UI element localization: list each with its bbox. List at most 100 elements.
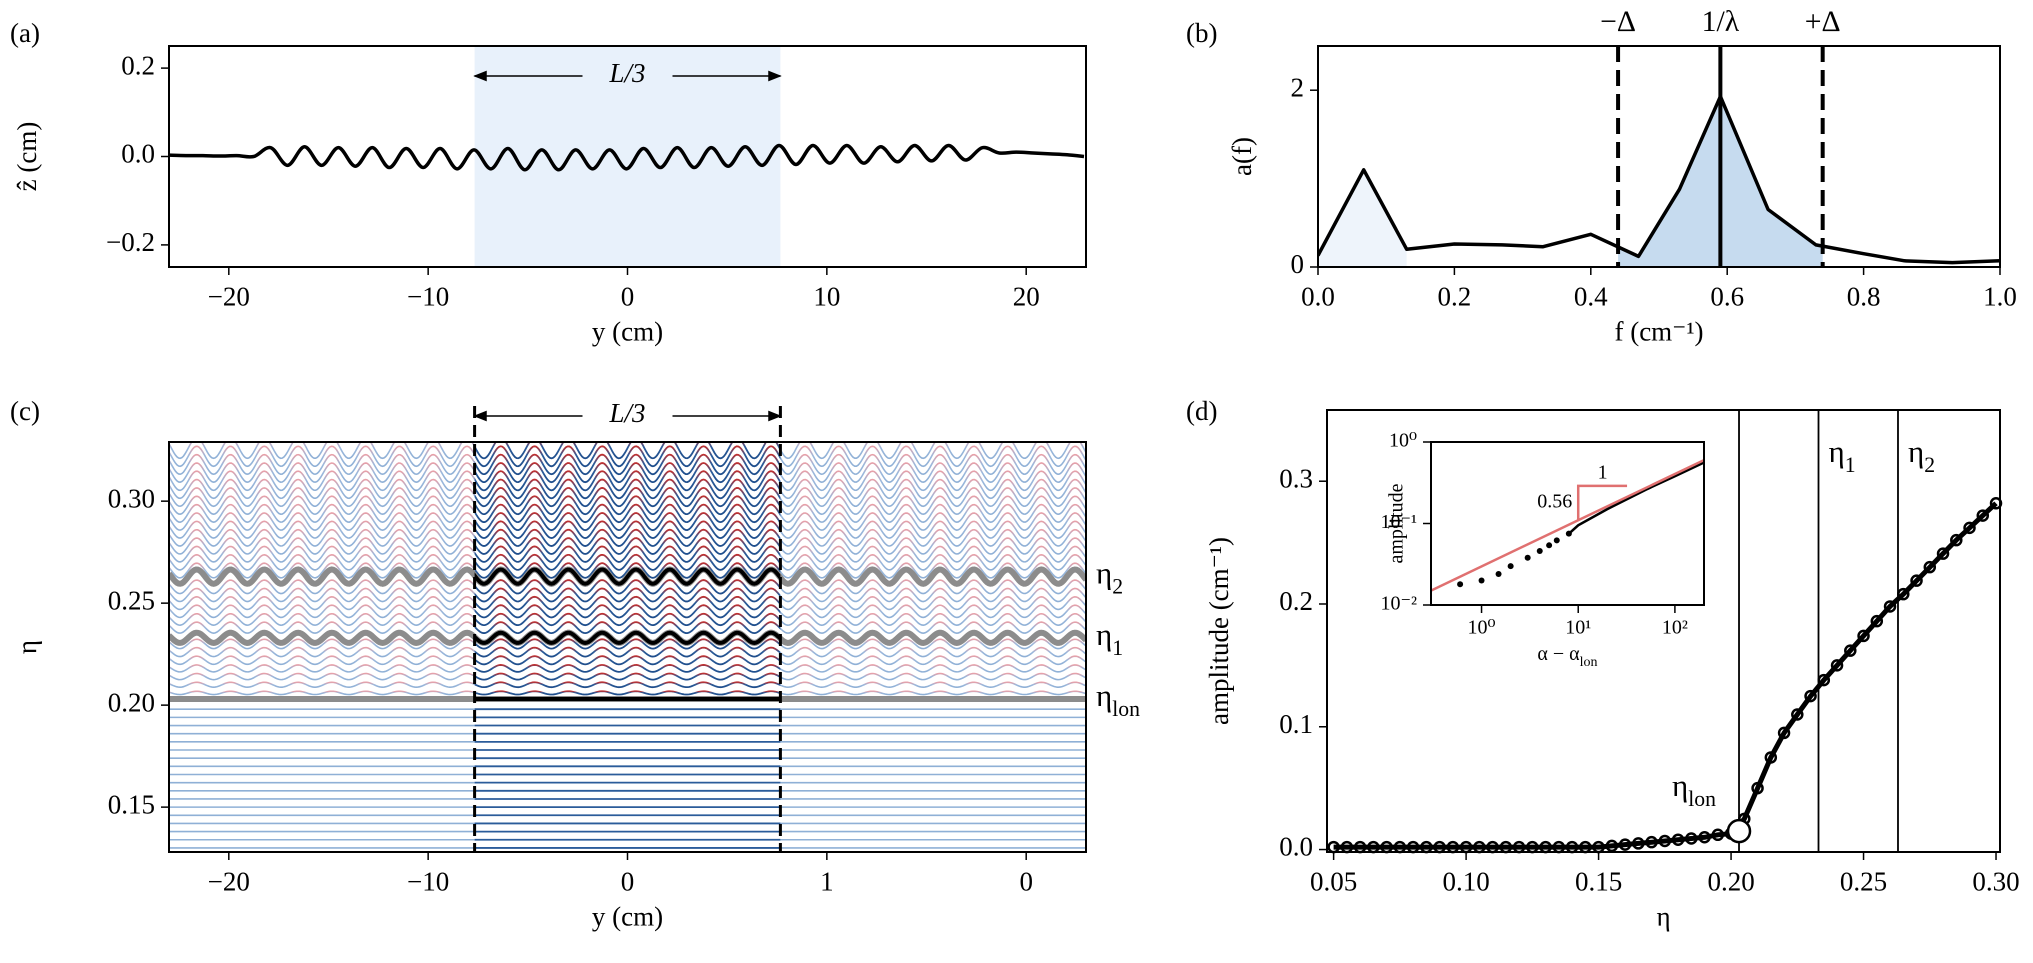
y-tick-label: 0.2 xyxy=(1279,586,1313,616)
data-point xyxy=(1524,554,1531,561)
wave-inside xyxy=(474,545,781,563)
data-point xyxy=(1870,614,1884,628)
y-tick-label: 0.0 xyxy=(1279,832,1313,862)
data-line xyxy=(1318,94,2000,265)
x-tick-label: 10¹ xyxy=(1565,617,1591,639)
highlight-black xyxy=(474,567,781,586)
data-point xyxy=(1976,509,1990,522)
data-point xyxy=(1546,542,1553,549)
wave-inside xyxy=(474,638,781,650)
data-point xyxy=(1478,577,1485,584)
onset-marker xyxy=(1726,818,1752,844)
data-point xyxy=(1507,563,1514,570)
y-axis-label: η xyxy=(12,640,42,654)
x-tick-label: 1.0 xyxy=(1983,282,2017,312)
x-tick-label: 0.15 xyxy=(1575,867,1622,897)
x-tick-label: 0.20 xyxy=(1707,867,1754,897)
wave-inside xyxy=(474,478,781,500)
wave-inside xyxy=(474,553,781,571)
data-point xyxy=(1897,587,1910,601)
y-tick-label: 0.30 xyxy=(108,483,155,513)
x-tick-label: 0.8 xyxy=(1847,282,1881,312)
data-point xyxy=(1817,673,1831,687)
data-point xyxy=(1950,533,1963,547)
data-point xyxy=(1989,497,2003,510)
y-tick-label: 10⁻¹ xyxy=(1380,511,1417,533)
highlight-label-sub: 2 xyxy=(1112,575,1123,599)
highlight-label-base: η xyxy=(1096,617,1112,652)
wave-inside xyxy=(474,664,781,673)
data-point xyxy=(1936,547,1950,560)
x-tick-label: 0.30 xyxy=(1972,867,2019,897)
wave-inside xyxy=(474,503,781,524)
vline-label-sub: 2 xyxy=(1924,453,1935,477)
x-tick-label: 0 xyxy=(621,282,635,312)
x-axis-label: α − αlon xyxy=(1537,643,1597,670)
wave-inside xyxy=(474,470,781,492)
x-tick-label: 0.6 xyxy=(1710,282,1744,312)
data-point xyxy=(1495,571,1502,578)
wave-inside xyxy=(474,621,781,635)
data-point xyxy=(1857,629,1870,643)
highlight-label: η2 xyxy=(1096,556,1123,599)
x-axis-label: y (cm) xyxy=(592,317,663,347)
wave-inside xyxy=(474,512,781,532)
highlight-label-sub: lon xyxy=(1112,697,1140,721)
span-label: L/3 xyxy=(608,58,645,88)
wave-inside xyxy=(474,520,781,539)
x-tick-label: 0.2 xyxy=(1438,282,1472,312)
slope-triangle xyxy=(1576,484,1628,521)
y-tick-label: 0.2 xyxy=(121,50,155,80)
vline-label: +Δ xyxy=(1805,6,1841,38)
y-tick-label: −0.2 xyxy=(106,227,155,257)
x-tick-label: −10 xyxy=(407,282,449,312)
slope-run-label: 1 xyxy=(1598,461,1608,483)
x-tick-label: 10 xyxy=(813,282,840,312)
data-point xyxy=(1923,560,1937,574)
x-tick-label: 10⁰ xyxy=(1468,617,1496,639)
x-axis-label: η xyxy=(1656,902,1670,932)
y-axis-label: amplitude (cm⁻¹) xyxy=(1204,537,1234,725)
wave-inside xyxy=(474,495,781,516)
data-point xyxy=(1844,644,1857,657)
x-axis-label: f (cm⁻¹) xyxy=(1614,317,1703,347)
vline-label: η2 xyxy=(1908,434,1935,477)
axes-frame xyxy=(168,45,1087,268)
wave-inside xyxy=(474,587,781,603)
y-tick-label: 0.25 xyxy=(108,585,155,615)
x-tick-label: 0.4 xyxy=(1574,282,1608,312)
data-point xyxy=(1910,574,1923,587)
fit-line xyxy=(1431,458,1704,592)
vline-label: ηlon xyxy=(1672,768,1716,811)
data-point xyxy=(1553,537,1560,544)
wave-inside xyxy=(474,612,781,627)
y-tick-label: 10⁻² xyxy=(1380,593,1417,615)
vline-label-base: η xyxy=(1829,434,1845,469)
panel-label: (a) xyxy=(10,18,40,48)
y-tick-label: 0.15 xyxy=(108,789,155,819)
span-shade xyxy=(474,46,781,267)
x-axis-label-sub: lon xyxy=(1580,655,1598,670)
span-label: L/3 xyxy=(608,398,645,428)
y-tick-label: 10⁰ xyxy=(1389,430,1417,452)
data-line xyxy=(1333,501,1998,850)
vline-label-base: η xyxy=(1908,434,1924,469)
area-light xyxy=(1318,169,1407,267)
wave-inside xyxy=(474,462,781,484)
highlight-label: η1 xyxy=(1096,617,1123,660)
axes-frame xyxy=(1430,441,1705,606)
data-point xyxy=(1457,581,1464,588)
data-point xyxy=(1883,600,1897,613)
highlight-black xyxy=(474,630,781,645)
x-tick-label: 0.10 xyxy=(1442,867,1489,897)
data-point xyxy=(1830,659,1844,672)
wave-inside xyxy=(474,562,781,579)
highlight-label-base: η xyxy=(1096,556,1112,591)
x-tick-label: 0.25 xyxy=(1840,867,1887,897)
wave-inside xyxy=(474,442,781,460)
data-point xyxy=(1963,521,1976,535)
x-tick-label: 1 xyxy=(820,867,834,897)
highlight-label-sub: 1 xyxy=(1112,636,1123,660)
data-point xyxy=(1791,708,1804,721)
